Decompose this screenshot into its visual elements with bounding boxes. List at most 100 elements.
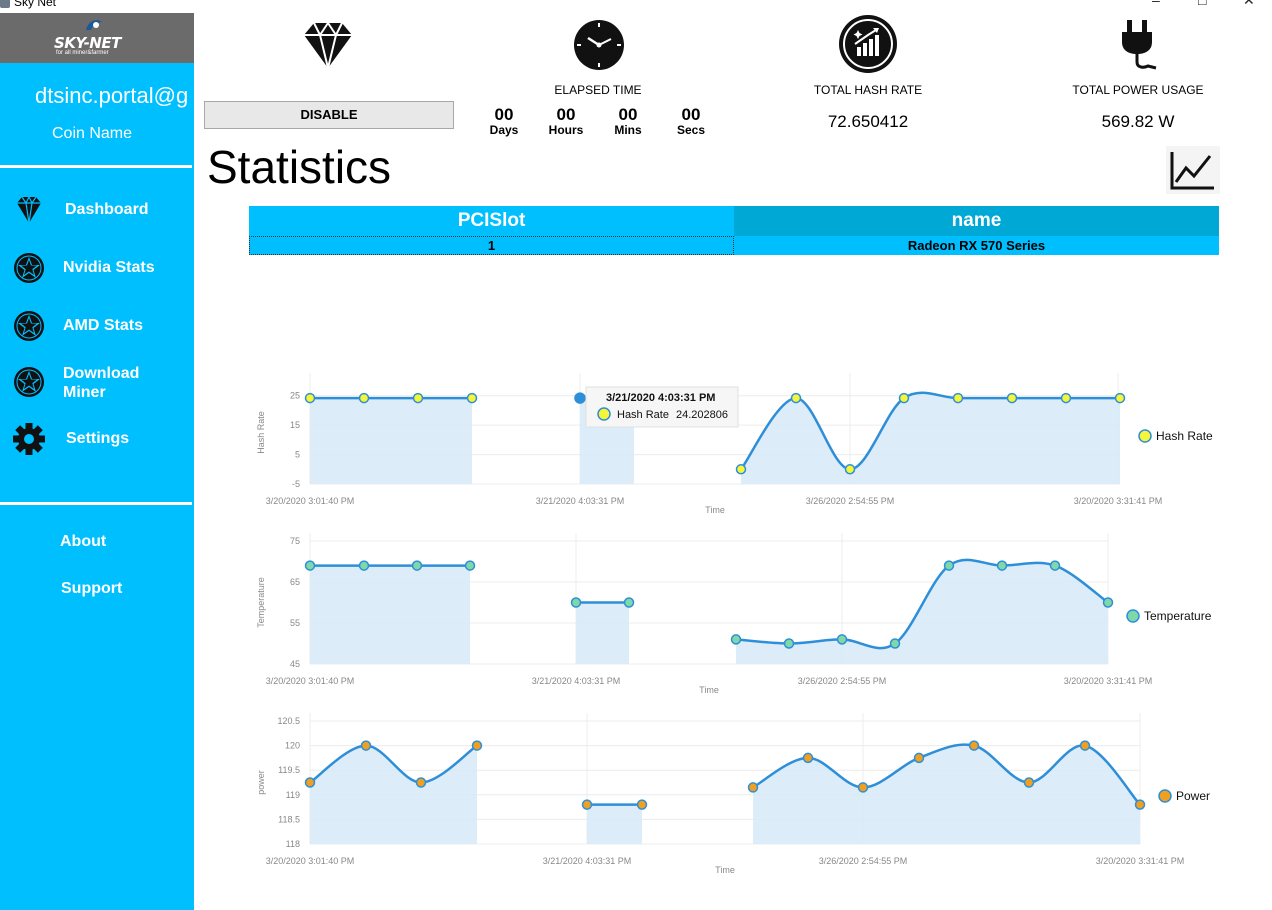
- data-point: [471, 740, 483, 751]
- temperature-chart[interactable]: 75 65 55 45 3/20/2020 3:01:40 PM 3/21/2020 4:…: [250, 530, 1272, 700]
- series-area: [736, 559, 1108, 664]
- coin-name: Coin Name: [52, 125, 133, 142]
- data-point: [412, 392, 424, 404]
- sidebar-item-label: Nvidia Stats: [63, 259, 155, 276]
- power-plug-icon: [1122, 20, 1157, 70]
- y-tick-label: 65: [290, 577, 300, 587]
- x-tick-label: 3/20/2020 3:01:40 PM: [266, 496, 355, 506]
- data-point: [857, 782, 869, 793]
- series-area: [576, 602, 629, 664]
- sidebar-item-amd-stats[interactable]: AMD Stats: [0, 306, 194, 346]
- hash-rate-icon: [839, 15, 897, 73]
- x-tick-label: 3/21/2020 4:03:31 PM: [536, 496, 625, 506]
- data-point: [304, 777, 316, 788]
- hash-rate-chart[interactable]: 25 15 5 -5 3/20/2020 3:01:40 PM 3/21/2020 4:0…: [250, 350, 1272, 520]
- data-point: [1134, 799, 1146, 810]
- data-point: [730, 634, 742, 645]
- x-tick-label: 3/20/2020 3:31:41 PM: [1074, 496, 1163, 506]
- sidebar-item-label: Download Miner: [63, 365, 140, 401]
- y-tick-label: 120: [285, 741, 300, 751]
- data-point: [466, 392, 478, 404]
- data-point: [1060, 392, 1072, 404]
- y-axis-label: power: [256, 770, 266, 795]
- data-point: [747, 782, 759, 793]
- data-point: [1006, 392, 1018, 404]
- tooltip-value: 24.202806: [676, 409, 728, 421]
- legend-label: Hash Rate: [1156, 429, 1213, 443]
- data-point: [623, 597, 635, 608]
- disable-button[interactable]: DISABLE: [204, 101, 454, 129]
- data-point: [411, 560, 423, 571]
- series-area: [587, 804, 642, 844]
- window-title: Sky Net: [0, 0, 56, 9]
- diamond-icon: [17, 195, 41, 224]
- star-badge-icon: [14, 311, 44, 341]
- data-point: [802, 752, 814, 764]
- table-cell-name[interactable]: Radeon RX 570 Series: [734, 236, 1219, 255]
- data-point: [844, 464, 856, 475]
- data-point: [570, 597, 582, 608]
- sidebar-divider: [0, 165, 192, 168]
- y-tick-label: 15: [290, 420, 300, 430]
- line-chart-icon[interactable]: [1166, 146, 1220, 194]
- sidebar-item-settings[interactable]: Settings: [0, 419, 194, 459]
- x-tick-label: 3/26/2020 2:54:55 PM: [819, 856, 908, 866]
- y-tick-label: 75: [290, 536, 300, 546]
- total-power-usage-value: 569.82 W: [1101, 112, 1175, 131]
- x-tick-label: 3/20/2020 3:01:40 PM: [266, 856, 355, 866]
- sidebar-item-download-miner[interactable]: Download Miner: [0, 362, 194, 408]
- power-chart[interactable]: 120.5 120 119.5 119 118.5 118 3/20/2020 3:01:4…: [250, 710, 1272, 880]
- about-link[interactable]: About: [60, 533, 107, 550]
- data-point: [1114, 392, 1126, 404]
- sidebar-item-dashboard[interactable]: Dashboard: [0, 190, 194, 230]
- star-badge-icon: [14, 253, 44, 283]
- elapsed-time-label: ELAPSED TIME: [554, 83, 642, 97]
- tooltip-box: [585, 386, 739, 428]
- x-tick-label: 3/26/2020 2:54:55 PM: [806, 496, 895, 506]
- table-cell-pcislot[interactable]: 1: [249, 236, 734, 255]
- tooltip-series: Hash Rate: [617, 409, 669, 421]
- series-area: [753, 744, 1140, 844]
- data-point: [735, 464, 747, 475]
- legend-marker: [1138, 429, 1152, 443]
- window-titlebar: Sky Net – □ ✕: [0, 0, 1272, 12]
- x-axis-label: Time: [699, 685, 719, 695]
- elapsed-secs-label: Secs: [676, 123, 706, 137]
- data-point: [581, 799, 593, 810]
- data-point: [464, 560, 476, 571]
- y-tick-label: 119: [286, 790, 300, 800]
- data-point: [636, 799, 648, 810]
- data-point: [836, 634, 848, 645]
- data-point: [358, 392, 370, 404]
- close-button[interactable]: ✕: [1243, 0, 1255, 8]
- data-point: [913, 752, 925, 764]
- table-row[interactable]: 1 Radeon RX 570 Series: [249, 236, 1219, 255]
- maximize-button[interactable]: □: [1198, 0, 1207, 8]
- data-point: [358, 560, 370, 571]
- sidebar-item-nvidia-stats[interactable]: Nvidia Stats: [0, 248, 194, 288]
- y-tick-label: 119.5: [278, 765, 300, 775]
- x-axis-label: Time: [715, 865, 735, 875]
- total-power-usage-label: TOTAL POWER USAGE: [1072, 83, 1204, 97]
- elapsed-secs-value: 00: [681, 105, 701, 124]
- x-axis-label: Time: [705, 505, 725, 515]
- legend-label: Power: [1176, 789, 1210, 803]
- data-point: [996, 560, 1008, 571]
- support-link[interactable]: Support: [61, 580, 123, 597]
- y-tick-label: 118.5: [278, 814, 300, 824]
- x-tick-label: 3/21/2020 4:03:31 PM: [532, 676, 621, 686]
- elapsed-days-label: Days: [489, 123, 519, 137]
- y-tick-label: 120.5: [277, 716, 300, 726]
- column-header-pcislot[interactable]: PCISlot: [249, 206, 734, 236]
- logo-brand: SKY-NET: [54, 34, 121, 52]
- series-line: [309, 744, 478, 784]
- data-point: [1023, 777, 1035, 788]
- legend-marker: [1126, 609, 1140, 623]
- data-point: [1102, 597, 1114, 608]
- data-point: [304, 560, 316, 571]
- legend-label: Temperature: [1144, 609, 1212, 623]
- logo: SKY-NET for all miner&farmer: [0, 13, 194, 63]
- total-hash-rate-value: 72.650412: [827, 112, 909, 131]
- column-header-name[interactable]: name: [734, 206, 1219, 236]
- minimize-button[interactable]: –: [1152, 0, 1160, 8]
